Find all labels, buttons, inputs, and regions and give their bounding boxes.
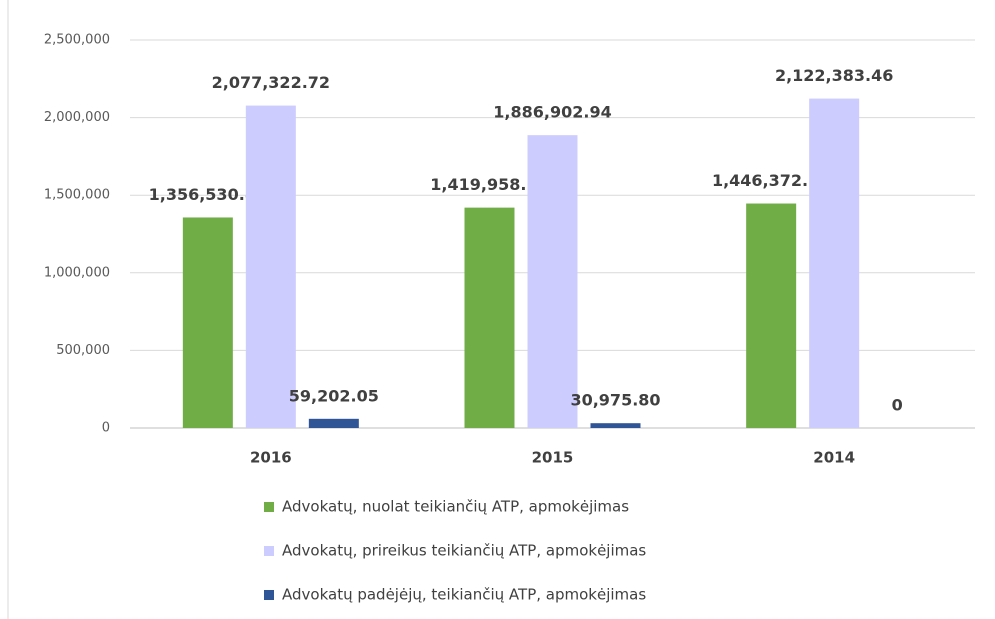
x-tick-label: 2015: [532, 449, 574, 467]
legend-label: Advokatų, nuolat teikiančių ATP, apmokėj…: [282, 498, 629, 516]
y-tick-label: 2,500,000: [44, 33, 110, 48]
y-tick-label: 2,000,000: [44, 110, 110, 125]
bar: [245, 105, 296, 428]
value-label: 59,202.05: [289, 386, 379, 405]
bar: [182, 217, 233, 428]
legend-swatch: [264, 590, 274, 600]
legend-swatch: [264, 502, 274, 512]
value-label: 0: [892, 396, 903, 415]
bar: [590, 423, 641, 428]
x-tick-label: 2016: [250, 449, 292, 467]
y-tick-label: 1,500,000: [44, 188, 110, 203]
legend-label: Advokatų padėjėjų, teikiančių ATP, apmok…: [282, 586, 646, 604]
bar: [308, 418, 359, 428]
value-label: 2,077,322.72: [212, 73, 330, 92]
legend-swatch: [264, 546, 274, 556]
x-tick-label: 2014: [813, 449, 855, 467]
y-tick-label: 500,000: [56, 343, 110, 358]
bar: [464, 207, 515, 428]
value-label: 30,975.80: [570, 391, 660, 410]
legend-label: Advokatų, prireikus teikiančių ATP, apmo…: [282, 542, 646, 560]
y-tick-label: 0: [102, 421, 110, 436]
bar: [527, 135, 578, 429]
bar: [809, 98, 860, 429]
bar: [746, 203, 797, 428]
value-label: 1,886,902.94: [493, 103, 611, 122]
value-label: 2,122,383.46: [775, 66, 893, 85]
value-label: 1,419,958.15: [430, 175, 548, 194]
value-label: 1,446,372.10: [712, 171, 830, 190]
value-label: 1,356,530.87: [149, 185, 267, 204]
y-tick-label: 1,000,000: [44, 265, 110, 280]
